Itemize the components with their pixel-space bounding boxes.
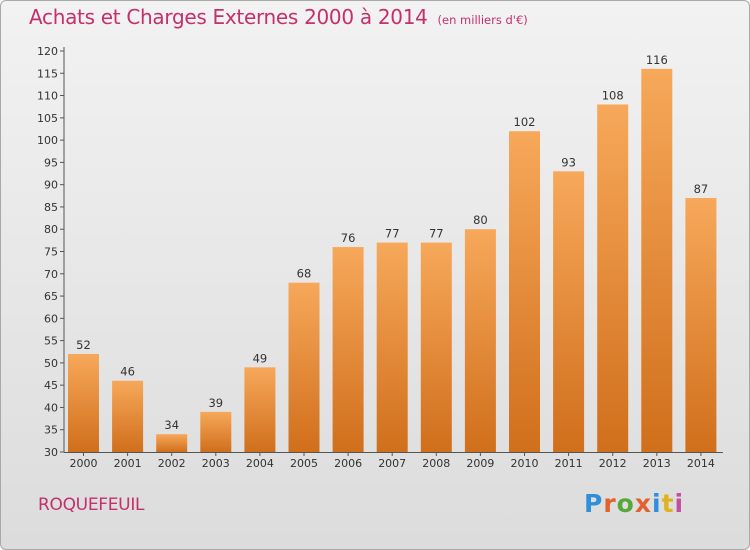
y-tick-label: 55 (44, 335, 58, 348)
bar-value-label: 77 (385, 227, 400, 241)
bar (641, 69, 672, 452)
y-tick-label: 70 (44, 268, 58, 281)
logo-letter: i (652, 489, 662, 518)
logo-letter: t (662, 489, 675, 518)
bar (421, 243, 452, 452)
bar (68, 354, 99, 452)
bar-value-label: 80 (473, 213, 488, 227)
y-tick-label: 85 (44, 201, 58, 214)
x-axis: 2000 2001 2002 2003 2004 2005 2006 2007 2008 2009… (64, 452, 723, 470)
bar-value-label: 108 (602, 88, 624, 102)
y-tick-label: 75 (44, 246, 58, 259)
x-tick-label: 2009 (466, 457, 494, 470)
bar-value-label: 102 (514, 115, 536, 129)
bar-value-label: 52 (76, 338, 91, 352)
x-tick-label: 2011 (555, 457, 583, 470)
logo-letter: x (635, 489, 652, 518)
bar (200, 412, 231, 452)
bar (597, 104, 628, 452)
bar (553, 171, 584, 452)
bar (289, 283, 320, 452)
bar-value-label: 93 (561, 155, 576, 169)
logo-letter: i (675, 489, 685, 518)
bar (685, 198, 716, 452)
bar (333, 247, 364, 452)
x-tick-label: 2007 (378, 457, 406, 470)
chart-frame: Achats et Charges Externes 2000 à 2014 (e… (0, 0, 750, 550)
y-tick-label: 120 (37, 45, 58, 58)
logo-letter: o (617, 489, 635, 518)
bar (377, 243, 408, 452)
y-tick-label: 60 (44, 312, 58, 325)
x-tick-label: 2005 (290, 457, 318, 470)
x-tick-label: 2013 (643, 457, 671, 470)
x-tick-label: 2012 (599, 457, 627, 470)
y-tick-label: 95 (44, 156, 58, 169)
bar-value-label: 49 (253, 351, 268, 365)
y-tick-label: 80 (44, 223, 58, 236)
x-tick-label: 2000 (70, 457, 98, 470)
bar (244, 367, 275, 452)
bar-value-label: 116 (646, 53, 668, 67)
bar-chart: 30 35 40 45 50 55 60 65 70 75 80 85 90 95 100 105 110 115… (1, 1, 750, 550)
bar (509, 131, 540, 452)
y-tick-label: 90 (44, 179, 58, 192)
commune-name: ROQUEFEUIL (38, 495, 144, 515)
bar-value-label: 34 (164, 418, 179, 432)
bar-value-label: 46 (120, 365, 135, 379)
y-tick-label: 115 (37, 67, 58, 80)
x-tick-label: 2003 (202, 457, 230, 470)
y-tick-label: 65 (44, 290, 58, 303)
bars: 52 46 34 39 49 68 76 77 77 80 102 93 108 116 87 (68, 53, 716, 452)
bar (465, 229, 496, 452)
y-tick-label: 35 (44, 424, 58, 437)
logo-letter: r (603, 489, 616, 518)
y-tick-label: 110 (37, 90, 58, 103)
bar-value-label: 87 (694, 182, 709, 196)
y-tick-label: 45 (44, 379, 58, 392)
x-tick-label: 2004 (246, 457, 274, 470)
y-tick-label: 105 (37, 112, 58, 125)
x-tick-label: 2006 (334, 457, 362, 470)
x-tick-label: 2008 (422, 457, 450, 470)
y-tick-label: 100 (37, 134, 58, 147)
bar-value-label: 39 (208, 396, 223, 410)
bar-value-label: 77 (429, 227, 444, 241)
bar (156, 434, 187, 452)
y-axis: 30 35 40 45 50 55 60 65 70 75 80 85 90 95 100 105 110 115… (37, 45, 64, 459)
proxiti-logo: Proxiti (584, 489, 684, 518)
y-tick-label: 40 (44, 401, 58, 414)
bar-value-label: 76 (341, 231, 356, 245)
y-tick-label: 50 (44, 357, 58, 370)
x-tick-label: 2001 (114, 457, 142, 470)
y-tick-label: 30 (44, 446, 58, 459)
x-tick-label: 2014 (687, 457, 715, 470)
x-tick-label: 2002 (158, 457, 186, 470)
bar (112, 381, 143, 452)
logo-letter: P (584, 489, 603, 518)
x-tick-label: 2010 (511, 457, 539, 470)
bar-value-label: 68 (297, 267, 312, 281)
